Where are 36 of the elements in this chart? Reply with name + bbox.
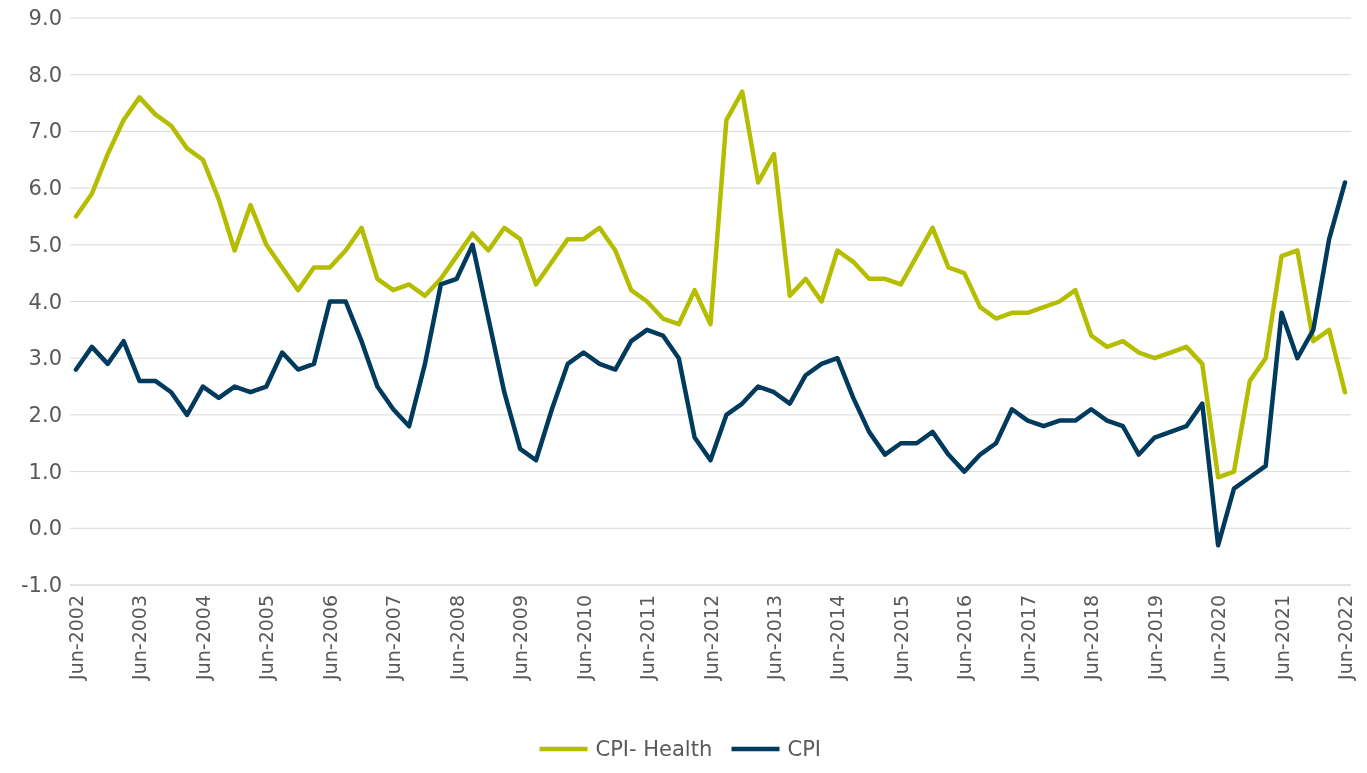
y-tick-label: 5.0 xyxy=(28,232,62,257)
line-series xyxy=(73,180,1348,548)
y-tick-label: 0.0 xyxy=(28,516,62,541)
y-tick-label: 8.0 xyxy=(28,62,62,87)
x-tick-label: Jun-2003 xyxy=(128,595,151,681)
x-tick-label: Jun-2015 xyxy=(889,595,912,681)
x-tick-label: Jun-2021 xyxy=(1270,595,1293,681)
x-tick-label: Jun-2019 xyxy=(1143,595,1166,681)
y-tick-label: 7.0 xyxy=(28,119,62,144)
x-tick-label: Jun-2014 xyxy=(826,595,849,681)
x-tick-label: Jun-2007 xyxy=(382,595,405,681)
x-tick-label: Jun-2018 xyxy=(1080,595,1103,681)
x-tick-label: Jun-2017 xyxy=(1016,595,1039,681)
x-tick-label: Jun-2022 xyxy=(1334,595,1356,681)
x-tick-label: Jun-2011 xyxy=(636,595,659,681)
y-tick-label: 3.0 xyxy=(28,346,62,371)
x-tick-label: Jun-2002 xyxy=(65,595,87,681)
y-tick-label: 6.0 xyxy=(28,176,62,201)
legend-label: CPI- Health xyxy=(595,737,713,761)
x-tick-label: Jun-2012 xyxy=(699,595,722,681)
x-tick-label: Jun-2009 xyxy=(509,595,532,681)
x-tick-label: Jun-2020 xyxy=(1207,595,1230,681)
x-tick-label: Jun-2005 xyxy=(255,595,278,681)
x-tick-label: Jun-2006 xyxy=(318,595,341,681)
y-tick-label: 4.0 xyxy=(28,289,62,314)
x-tick-label: Jun-2016 xyxy=(953,595,976,681)
x-tick-label: Jun-2010 xyxy=(572,595,595,681)
x-tick-label: Jun-2008 xyxy=(445,595,468,681)
y-tick-label: 1.0 xyxy=(28,459,62,484)
x-tick-label: Jun-2013 xyxy=(762,595,785,681)
y-tick-label: 9.0 xyxy=(28,6,62,30)
y-tick-label: -1.0 xyxy=(21,573,62,597)
line-series xyxy=(73,89,1348,480)
x-tick-label: Jun-2004 xyxy=(191,595,214,681)
y-tick-label: 2.0 xyxy=(28,402,62,427)
legend-label: CPI xyxy=(787,737,822,761)
